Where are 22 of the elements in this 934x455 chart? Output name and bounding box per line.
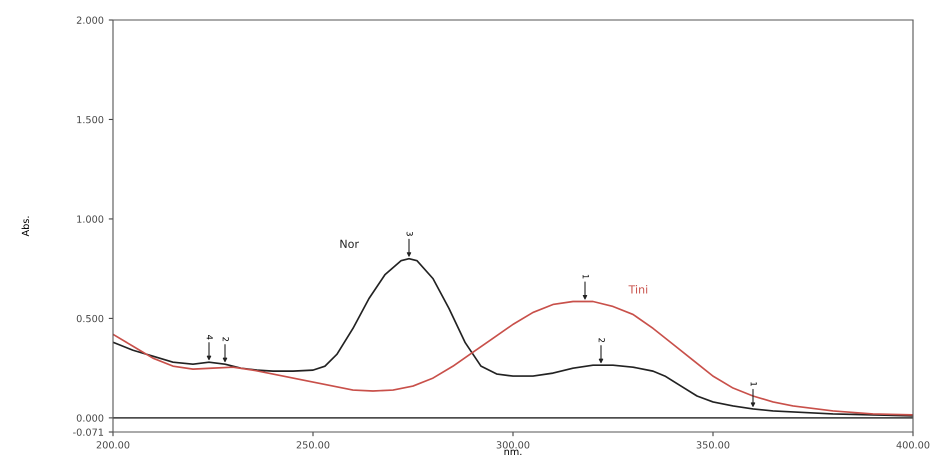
y-tick-label: 0.000	[76, 414, 104, 422]
y-tick-label: 1.000	[77, 215, 104, 223]
annotation: 3	[406, 232, 413, 236]
line-series	[113, 300, 913, 416]
text: Nor	[340, 240, 359, 248]
annotation: 1	[750, 382, 757, 386]
x-tick-label: 350.00	[696, 441, 730, 449]
annotation: 1	[582, 274, 589, 279]
x-tick-label: 200.00	[96, 441, 130, 449]
annotation: 2	[598, 338, 605, 342]
y-tick-label: -0.071	[73, 428, 104, 436]
y-axis-title: Abs.	[22, 216, 30, 236]
x-tick-label: 250.00	[296, 441, 330, 449]
y-tick-label: 0.500	[76, 314, 104, 322]
x-tick-label: 300.00	[496, 441, 530, 449]
annotation: 2	[222, 337, 229, 342]
x-tick-label: 400.00	[896, 441, 930, 449]
y-tick-label: 2.000	[76, 16, 104, 24]
series-label: Tini	[628, 285, 648, 294]
y-tick-label: 1.500	[77, 116, 104, 124]
x-axis-title: nm.	[504, 450, 522, 455]
annotation: 4	[206, 335, 213, 340]
